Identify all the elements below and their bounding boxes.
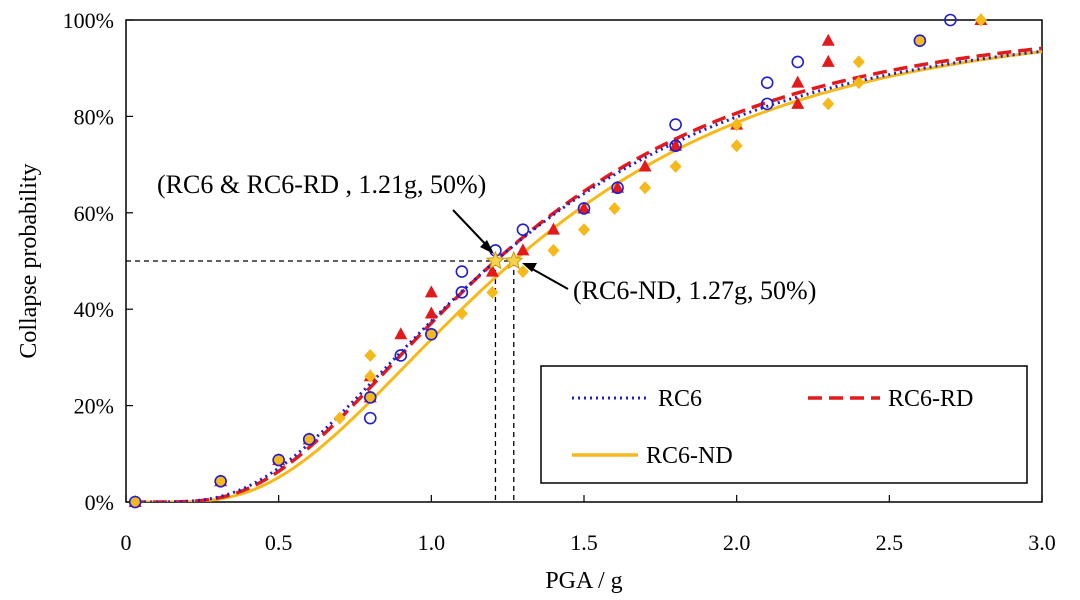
point-rc6 — [214, 474, 227, 488]
point-rc6-rd — [577, 201, 591, 214]
y-tick-label: 100% — [63, 8, 114, 33]
point-rc6-nd — [516, 265, 529, 279]
point-rc6-nd — [730, 118, 743, 132]
point-rc6-rd — [669, 138, 683, 151]
annotation-label-rc6-nd: (RC6-ND, 1.27g, 50%) — [573, 276, 816, 305]
legend-label-rc6-rd: RC6-RD — [888, 386, 973, 412]
point-rc6-nd — [455, 307, 468, 321]
point-rc6 — [363, 411, 377, 425]
point-rc6-nd — [669, 160, 682, 174]
point-rc6-rd — [424, 306, 438, 319]
point-rc6 — [760, 97, 774, 111]
annotation-rc6-rd: (RC6 & RC6-RD , 1.21g, 50%) — [157, 170, 494, 254]
point-rc6-nd — [547, 243, 560, 257]
point-rc6-nd — [364, 390, 377, 404]
point-rc6-nd — [852, 55, 865, 69]
point-rc6-nd — [364, 348, 377, 362]
x-tick-label: 1.5 — [570, 530, 598, 555]
point-rc6-nd — [608, 201, 621, 215]
point-rc6 — [944, 13, 957, 27]
point-rc6 — [455, 265, 469, 278]
legend: RC6 RC6-RD RC6-ND — [540, 365, 1028, 484]
point-rc6-rd — [638, 159, 652, 172]
y-tick-label: 0% — [85, 490, 114, 515]
annotation-arrow-rc6-nd — [526, 265, 569, 290]
point-rc6-nd — [364, 369, 377, 383]
x-axis-ticks: 0 0.5 1.0 1.5 2.0 2.5 3.0 — [121, 495, 1056, 555]
y-tick-label: 60% — [74, 201, 114, 226]
point-rc6-nd — [486, 285, 499, 299]
annotation-rc6-nd: (RC6-ND, 1.27g, 50%) — [522, 263, 816, 305]
point-rc6 — [128, 495, 142, 509]
point-rc6 — [760, 76, 774, 89]
star-rc6-nd-median — [503, 250, 524, 270]
point-rc6 — [516, 223, 530, 236]
star-rc6-median — [485, 250, 506, 270]
x-axis-title: PGA / g — [545, 568, 622, 594]
data-points — [128, 13, 988, 509]
point-rc6 — [363, 391, 377, 404]
point-rc6 — [611, 181, 624, 195]
point-rc6-nd — [129, 495, 142, 509]
point-rc6-nd — [639, 181, 652, 195]
legend-label-rc6: RC6 — [658, 386, 702, 412]
point-rc6 — [791, 55, 805, 69]
legend-label-rc6-nd: RC6-ND — [646, 443, 733, 469]
annotation-arrowhead-rc6-rd — [480, 240, 494, 254]
point-rc6-rd — [821, 54, 835, 67]
point-rc6-rd — [791, 75, 805, 88]
point-rc6-rd — [546, 222, 560, 235]
y-tick-label: 80% — [74, 104, 114, 129]
x-tick-label: 0 — [121, 530, 132, 555]
point-rc6 — [669, 139, 682, 153]
point-rc6-nd — [214, 474, 227, 488]
y-tick-label: 40% — [74, 297, 114, 322]
x-tick-label: 1.0 — [418, 530, 446, 555]
point-rc6 — [302, 433, 316, 446]
median-stars — [485, 250, 524, 270]
point-rc6-nd — [852, 76, 865, 90]
point-rc6-rd — [611, 180, 625, 193]
point-rc6-nd — [578, 223, 590, 237]
point-rc6-rd — [791, 96, 805, 109]
point-rc6 — [272, 453, 285, 467]
point-rc6 — [394, 349, 408, 362]
point-rc6 — [425, 327, 438, 341]
legend-box — [540, 365, 1028, 484]
median-guide-lines — [126, 260, 515, 502]
x-tick-label: 2.5 — [876, 530, 904, 555]
curve-rc6-rd — [132, 46, 1042, 502]
point-rc6-rd — [821, 33, 835, 46]
annotation-label-rc6-rd: (RC6 & RC6-RD , 1.21g, 50%) — [157, 170, 486, 199]
point-rc6-rd — [485, 264, 499, 277]
point-rc6-nd — [730, 139, 743, 153]
annotation-arrowhead-rc6-nd — [522, 263, 537, 272]
point-rc6 — [455, 286, 469, 299]
x-tick-label: 2.0 — [723, 530, 751, 555]
point-rc6-nd — [822, 97, 835, 111]
x-tick-label: 3.0 — [1028, 530, 1056, 555]
y-axis-ticks: 0% 20% 40% 60% 80% 100% — [63, 8, 133, 515]
point-rc6-nd — [303, 432, 316, 446]
point-rc6-rd — [424, 285, 438, 298]
point-rc6 — [913, 34, 927, 48]
point-rc6 — [669, 118, 682, 131]
point-rc6-nd — [272, 453, 285, 467]
point-rc6-nd — [333, 411, 346, 425]
point-rc6 — [577, 202, 591, 215]
point-rc6-nd — [974, 13, 987, 27]
point-rc6-rd — [394, 327, 408, 340]
y-axis-title: Collapse probability — [16, 163, 42, 358]
y-tick-label: 20% — [74, 394, 114, 419]
x-tick-label: 0.5 — [265, 530, 293, 555]
point-rc6-nd — [913, 34, 926, 48]
point-rc6-nd — [425, 327, 438, 341]
point-rc6-rd — [516, 243, 530, 256]
